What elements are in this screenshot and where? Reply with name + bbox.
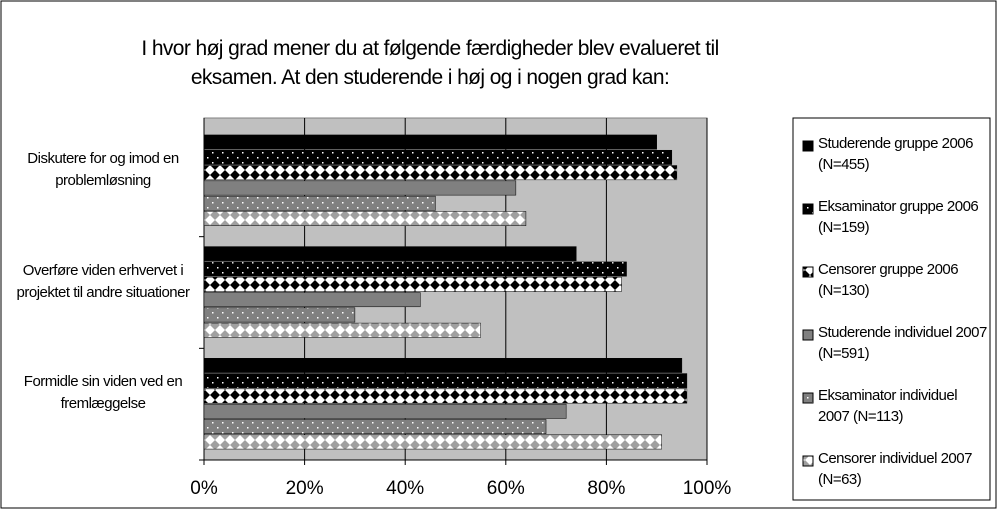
x-tick-label: 80% — [587, 478, 625, 499]
legend-swatch — [802, 266, 814, 278]
bar — [203, 149, 673, 165]
bar — [203, 165, 678, 181]
bar — [203, 292, 421, 308]
legend-swatch — [802, 203, 814, 215]
bar — [203, 180, 517, 196]
x-tick-label: 60% — [487, 478, 525, 499]
y-tick-label: Diskutere for og imod en problemløsning — [27, 149, 179, 189]
bar — [203, 246, 577, 262]
legend-label: Eksaminator individuel 2007 (N=113) — [818, 387, 958, 425]
legend-swatch — [802, 455, 814, 467]
legend-label: Studerende gruppe 2006 (N=455) — [818, 135, 973, 173]
bar — [203, 419, 547, 435]
x-tick-label: 40% — [386, 478, 424, 499]
bar — [203, 403, 567, 419]
bar — [203, 388, 688, 404]
legend-box — [792, 117, 991, 501]
bar — [203, 195, 436, 211]
title-line: eksamen. At den studerende i høj og i no… — [190, 66, 670, 89]
bar — [203, 134, 657, 150]
legend-swatch — [802, 329, 814, 341]
legend-label: Studerende individuel 2007 (N=591) — [818, 324, 987, 362]
legend-swatch — [802, 392, 814, 404]
bar — [203, 373, 688, 389]
bar — [203, 276, 622, 292]
x-tick-label: 0% — [190, 478, 218, 499]
bar — [203, 261, 627, 277]
y-tick-label: Overføre viden erhvervet i projektet til… — [16, 261, 190, 301]
legend-label: Censorer gruppe 2006 (N=130) — [818, 261, 959, 299]
legend-swatch — [802, 140, 814, 152]
y-tick-label: Formidle sin viden ved en fremlæggelse — [23, 373, 183, 413]
legend-label: Censorer individuel 2007 (N=63) — [818, 450, 972, 488]
x-tick-label: 20% — [286, 478, 324, 499]
bar — [203, 434, 662, 450]
bar — [203, 322, 481, 338]
bar — [203, 307, 356, 323]
title-line: I hvor høj grad mener du at følgende fær… — [141, 37, 719, 60]
x-tick-label: 100% — [683, 478, 732, 499]
bar — [203, 211, 527, 226]
chart-title: I hvor høj grad mener du at følgende fær… — [60, 34, 800, 92]
legend-label: Eksaminator gruppe 2006 (N=159) — [818, 198, 979, 236]
bar — [203, 358, 683, 373]
